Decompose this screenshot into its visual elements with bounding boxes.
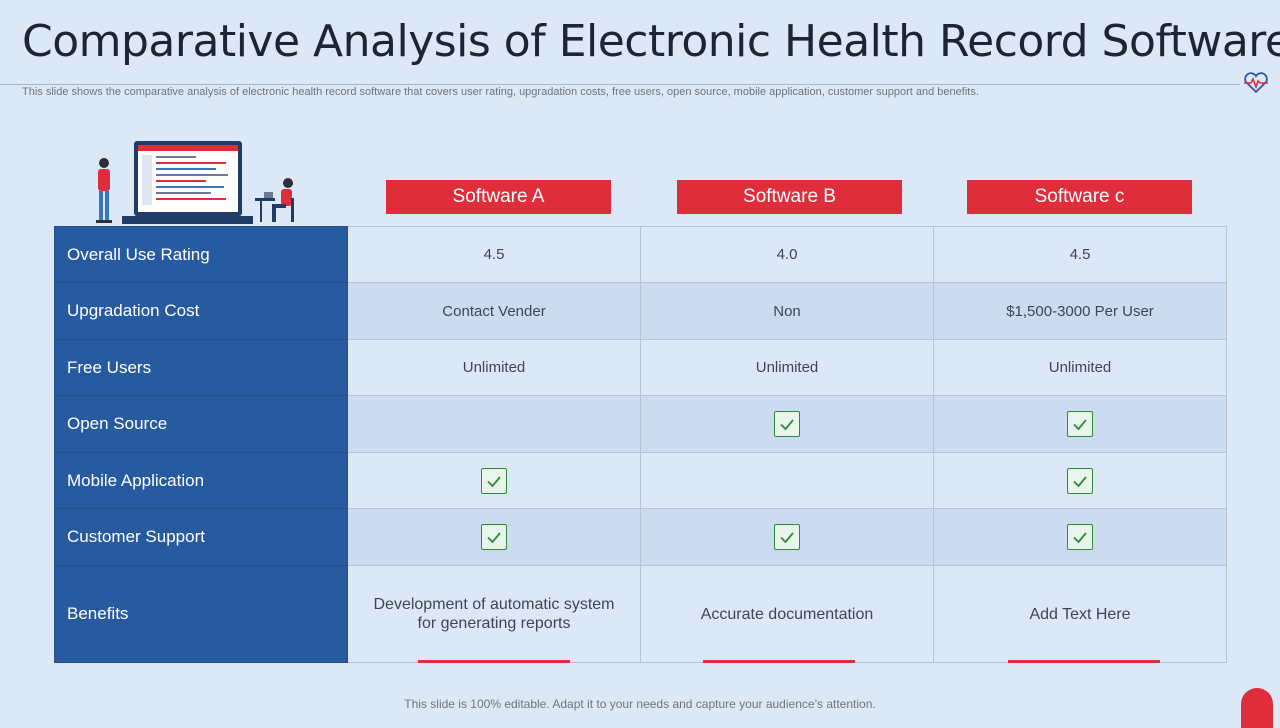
table-cell: Unlimited bbox=[933, 339, 1227, 396]
column-header-software-a: Software A bbox=[386, 180, 611, 214]
benefit-text: Add Text Here bbox=[1029, 605, 1131, 623]
table-cell: Non bbox=[640, 282, 934, 340]
accent-underline bbox=[1008, 660, 1160, 663]
table-cell: Contact Vender bbox=[347, 282, 641, 340]
accent-underline bbox=[703, 660, 855, 663]
table-cell bbox=[933, 452, 1227, 509]
benefit-text: Accurate documentation bbox=[700, 605, 874, 623]
table-cell: 4.0 bbox=[640, 226, 934, 283]
check-box-icon bbox=[1067, 524, 1093, 550]
table-cell bbox=[347, 508, 641, 566]
slide-subtitle: This slide shows the comparative analysi… bbox=[22, 86, 979, 98]
row-label: Open Source bbox=[54, 395, 348, 453]
comparison-table: Overall Use Rating 4.5 4.0 4.5 Upgradati… bbox=[54, 226, 1227, 663]
table-row: Customer Support bbox=[54, 508, 1227, 566]
table-cell: 4.5 bbox=[347, 226, 641, 283]
table-cell: Unlimited bbox=[640, 339, 934, 396]
column-header-software-c: Software c bbox=[967, 180, 1192, 214]
title-divider bbox=[0, 84, 1240, 85]
table-cell bbox=[640, 508, 934, 566]
table-row: Free Users Unlimited Unlimited Unlimited bbox=[54, 339, 1227, 396]
table-cell bbox=[933, 508, 1227, 566]
check-box-icon bbox=[1067, 411, 1093, 437]
check-box-icon bbox=[481, 467, 507, 494]
check-box-icon bbox=[774, 411, 800, 437]
row-label: Upgradation Cost bbox=[54, 282, 348, 340]
table-cell: $1,500-3000 Per User bbox=[933, 282, 1227, 340]
table-cell: Add Text Here bbox=[933, 565, 1227, 663]
table-cell bbox=[933, 395, 1227, 453]
row-label: Benefits bbox=[54, 565, 348, 663]
row-label: Overall Use Rating bbox=[54, 226, 348, 283]
table-row: Upgradation Cost Contact Vender Non $1,5… bbox=[54, 282, 1227, 340]
table-row: Open Source bbox=[54, 395, 1227, 453]
check-box-icon bbox=[481, 524, 507, 550]
table-row: Mobile Application bbox=[54, 452, 1227, 509]
table-cell bbox=[347, 452, 641, 509]
page-title: Comparative Analysis of Electronic Healt… bbox=[22, 16, 1280, 67]
heart-pulse-icon bbox=[1244, 72, 1268, 94]
table-cell: Accurate documentation bbox=[640, 565, 934, 663]
check-box-icon bbox=[1067, 467, 1093, 494]
table-row: Benefits Development of automatic system… bbox=[54, 565, 1227, 663]
table-cell: Unlimited bbox=[347, 339, 641, 396]
row-label: Mobile Application bbox=[54, 452, 348, 509]
accent-underline bbox=[418, 660, 570, 663]
doctor-computer-illustration bbox=[96, 141, 294, 224]
table-cell: 4.5 bbox=[933, 226, 1227, 283]
table-cell bbox=[640, 452, 934, 509]
column-header-software-b: Software B bbox=[677, 180, 902, 214]
row-label: Customer Support bbox=[54, 508, 348, 566]
benefit-text: Development of automatic system for gene… bbox=[373, 596, 615, 632]
corner-decoration bbox=[1241, 688, 1273, 728]
table-cell bbox=[640, 395, 934, 453]
table-row: Overall Use Rating 4.5 4.0 4.5 bbox=[54, 226, 1227, 283]
row-label: Free Users bbox=[54, 339, 348, 396]
check-box-icon bbox=[774, 524, 800, 550]
table-cell: Development of automatic system for gene… bbox=[347, 565, 641, 663]
table-cell bbox=[347, 395, 641, 453]
slide-footer: This slide is 100% editable. Adapt it to… bbox=[404, 697, 876, 711]
